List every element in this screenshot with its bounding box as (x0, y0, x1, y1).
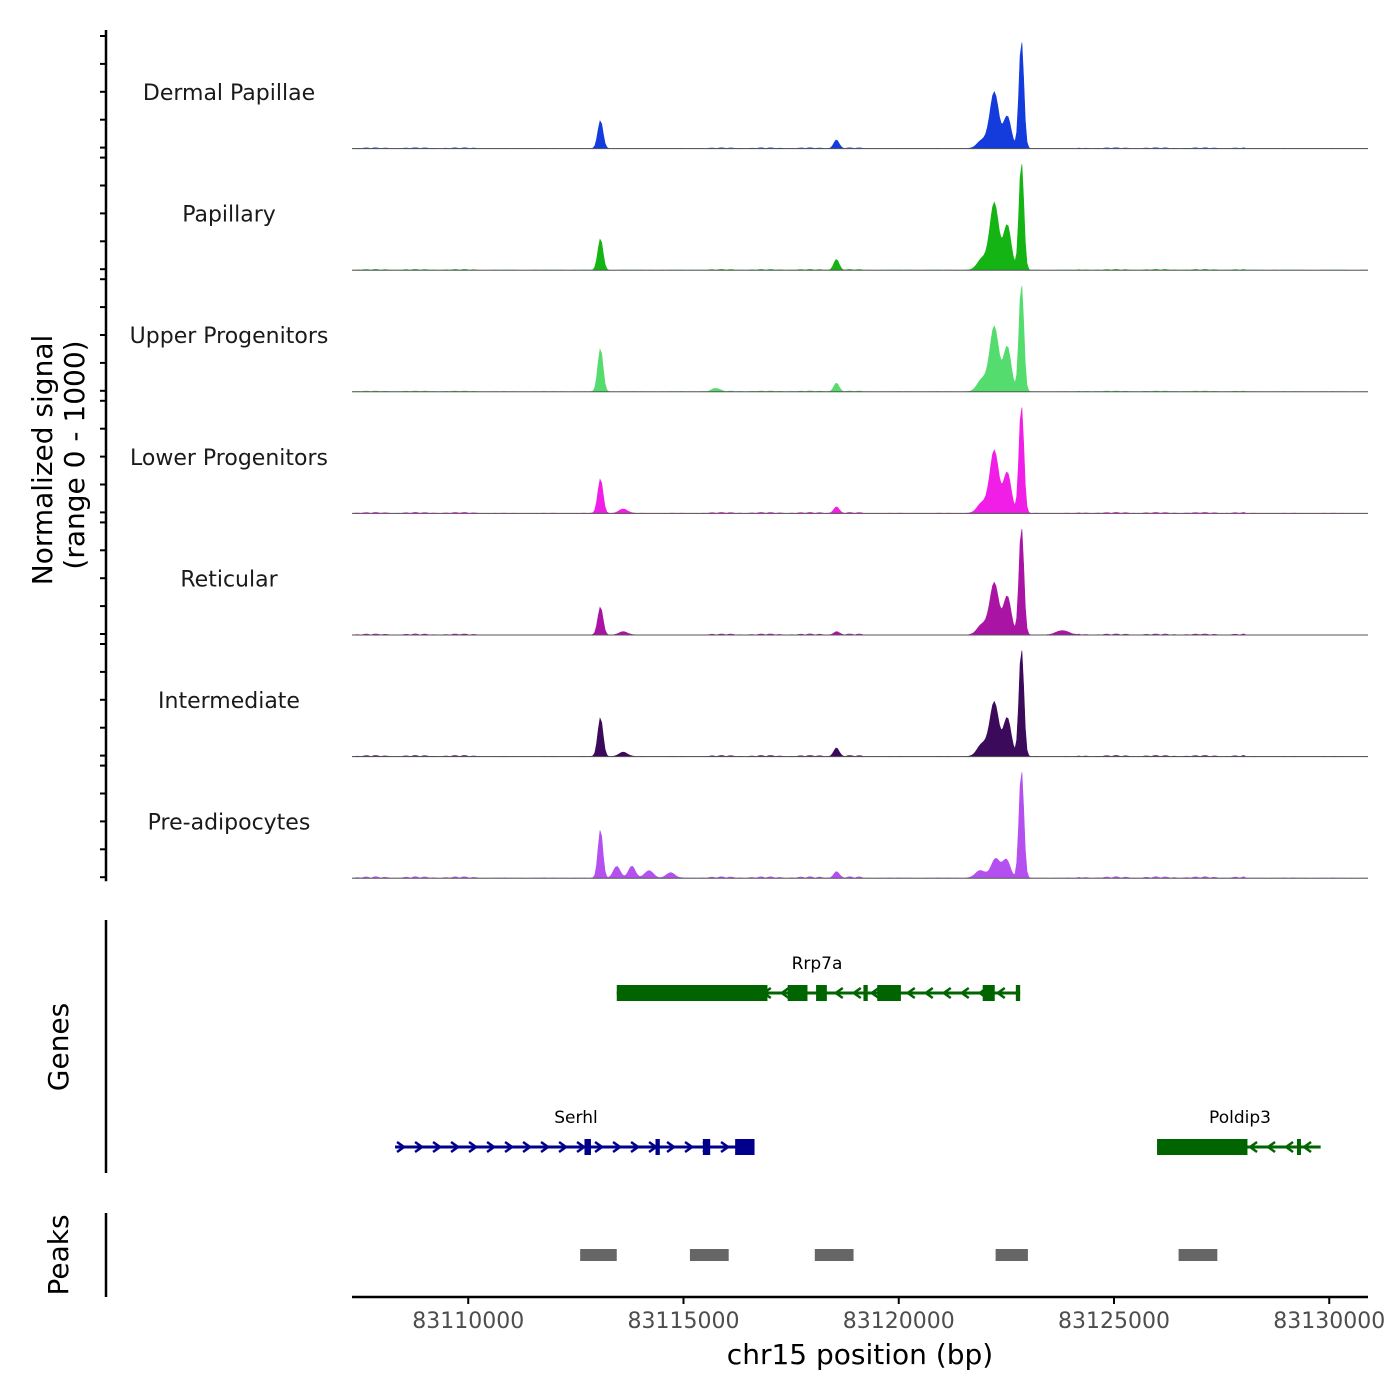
track-label-intermediate: Intermediate (158, 689, 300, 714)
peak-region (814, 1249, 854, 1261)
track-label-dermal-papillae: Dermal Papillae (143, 81, 315, 106)
exon (816, 985, 827, 1001)
strand-chevron (612, 1140, 623, 1154)
strand-chevron (905, 986, 916, 1000)
coverage-tracks: Dermal Papillae Papillary Upper Progenitor… (130, 42, 1369, 879)
strand-chevron (576, 1140, 587, 1154)
strand-chevron (522, 1140, 533, 1154)
signal-area-papillary (351, 164, 1369, 271)
exon (1015, 985, 1021, 1001)
track-label-reticular: Reticular (180, 567, 278, 592)
strand-chevron (1301, 1140, 1312, 1154)
strand-chevron (486, 1140, 497, 1154)
exon (982, 985, 995, 1001)
peak-region (1178, 1249, 1218, 1261)
strand-chevron (1283, 1140, 1294, 1154)
peaks-panel (104, 1213, 1218, 1297)
strand-chevron (666, 1140, 677, 1154)
signal-area-reticular (351, 529, 1369, 636)
exon (655, 1139, 660, 1155)
strand-chevron (396, 1140, 407, 1154)
x-tick-label: 83110000 (412, 1309, 524, 1334)
gene-serhl: Serhl (395, 1108, 755, 1155)
y-axis-title-line1: Normalized signal (26, 335, 59, 586)
strand-chevron (1265, 1140, 1276, 1154)
genes-panel-title: Genes (42, 1003, 75, 1091)
strand-chevron (869, 986, 880, 1000)
exon (863, 985, 868, 1001)
peak-region (995, 1249, 1028, 1261)
track-reticular: Reticular (180, 529, 1369, 636)
track-pre-adipocytes: Pre-adipocytes (148, 772, 1369, 879)
strand-chevron (594, 1140, 605, 1154)
strand-chevron (432, 1140, 443, 1154)
gene-label-serhl: Serhl (554, 1108, 597, 1128)
strand-chevron (923, 986, 934, 1000)
strand-chevron (450, 1140, 461, 1154)
track-label-papillary: Papillary (182, 203, 276, 228)
peak-region (580, 1249, 617, 1261)
track-papillary: Papillary (182, 164, 1369, 271)
strand-chevron (720, 1140, 731, 1154)
strand-chevron (779, 986, 790, 1000)
strand-chevron (941, 986, 952, 1000)
track-upper-progenitors: Upper Progenitors (130, 285, 1369, 393)
strand-chevron (684, 1140, 695, 1154)
strand-chevron (558, 1140, 569, 1154)
exon (584, 1139, 591, 1155)
strand-chevron (468, 1140, 479, 1154)
exon (735, 1139, 755, 1155)
coverage-y-axis (100, 30, 108, 882)
signal-area-intermediate (351, 650, 1369, 757)
strand-chevron (630, 1140, 641, 1154)
strand-chevron (833, 986, 844, 1000)
strand-chevron (1247, 1140, 1258, 1154)
strand-chevron (959, 986, 970, 1000)
x-tick-label: 83125000 (1058, 1309, 1170, 1334)
track-label-pre-adipocytes: Pre-adipocytes (148, 811, 311, 836)
peaks-panel-title: Peaks (42, 1214, 75, 1295)
peak-region (689, 1249, 729, 1261)
strand-chevron (851, 986, 862, 1000)
signal-area-upper-progenitors (351, 285, 1369, 393)
gene-rrp7a: Rrp7a (616, 954, 1021, 1001)
gene-label-poldip3: Poldip3 (1209, 1108, 1271, 1128)
track-label-upper-progenitors: Upper Progenitors (130, 324, 329, 349)
exon (1296, 1139, 1301, 1155)
signal-area-pre-adipocytes (351, 772, 1369, 879)
genes-panel: Rrp7a Serhl Poldip3 (104, 920, 1321, 1173)
track-dermal-papillae: Dermal Papillae (143, 42, 1369, 150)
gene-poldip3: Poldip3 (1157, 1108, 1321, 1155)
exon (616, 985, 768, 1001)
exon (702, 1139, 711, 1155)
exon (877, 985, 901, 1001)
x-tick-label: 83115000 (627, 1309, 739, 1334)
x-axis: 83110000 83115000 83120000 83125000 83130000 (352, 1295, 1385, 1334)
exon (787, 985, 808, 1001)
strand-chevron (414, 1140, 425, 1154)
x-tick-label: 83130000 (1273, 1309, 1385, 1334)
strand-chevron (540, 1140, 551, 1154)
track-label-lower-progenitors: Lower Progenitors (130, 446, 328, 471)
y-axis-title-line2: (range 0 - 1000) (58, 340, 91, 569)
signal-area-dermal-papillae (351, 42, 1369, 149)
gene-label-rrp7a: Rrp7a (792, 954, 843, 974)
x-axis-title: chr15 position (bp) (727, 1338, 993, 1371)
strand-chevron (504, 1140, 515, 1154)
strand-chevron (995, 986, 1006, 1000)
x-tick-label: 83120000 (843, 1309, 955, 1334)
track-intermediate: Intermediate (158, 650, 1369, 758)
signal-area-lower-progenitors (351, 407, 1369, 514)
exon (1157, 1139, 1248, 1155)
track-lower-progenitors: Lower Progenitors (130, 407, 1369, 514)
